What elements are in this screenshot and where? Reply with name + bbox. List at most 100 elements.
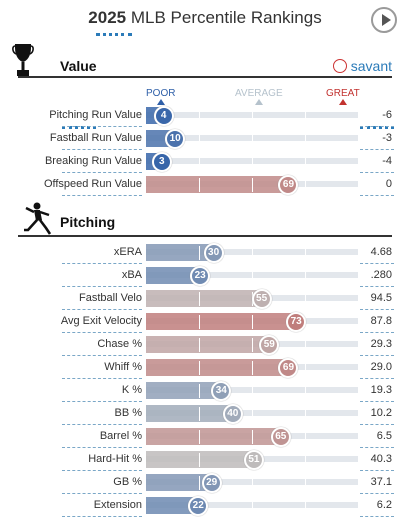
pitching-metric-row-label: BB % bbox=[114, 407, 142, 419]
row-divider bbox=[62, 172, 142, 173]
scale-tick bbox=[199, 361, 200, 375]
row-divider bbox=[62, 195, 142, 196]
scale-tick bbox=[252, 246, 253, 260]
scale-poor-marker bbox=[156, 99, 165, 105]
pitching-metric-row[interactable]: BB % 40 10.2 bbox=[0, 403, 410, 425]
scale-tick bbox=[252, 315, 253, 329]
scale-tick bbox=[305, 178, 306, 192]
row-divider bbox=[62, 332, 142, 333]
pitching-metric-row-value: 4.68 bbox=[370, 246, 392, 258]
scale-average-label: AVERAGE bbox=[235, 88, 283, 99]
row-divider bbox=[62, 401, 142, 402]
pitching-metric-row[interactable]: Extension 22 6.2 bbox=[0, 495, 410, 517]
scale-tick bbox=[199, 132, 200, 146]
pitching-metric-row[interactable]: xBA 23 .280 bbox=[0, 265, 410, 287]
value-metric-row[interactable]: Breaking Run Value 3 -4 bbox=[0, 151, 410, 173]
scale-tick bbox=[199, 246, 200, 260]
value-divider bbox=[360, 378, 394, 379]
pitching-metric-row-label: Fastball Velo bbox=[79, 292, 142, 304]
scale-tick bbox=[305, 246, 306, 260]
pitching-metric-row-label: GB % bbox=[113, 476, 142, 488]
percentile-knob: 3 bbox=[151, 152, 172, 172]
scale-poor: POOR bbox=[146, 88, 175, 105]
pitching-metric-row-value: 37.1 bbox=[370, 476, 392, 488]
scale-tick bbox=[305, 338, 306, 352]
percentile-bar bbox=[146, 176, 289, 193]
pitching-metric-row-value: 29.0 bbox=[370, 361, 392, 373]
value-section-rule bbox=[18, 76, 392, 78]
scale-tick bbox=[305, 384, 306, 398]
pitching-metric-row[interactable]: GB % 29 37.1 bbox=[0, 472, 410, 494]
scale-great-marker bbox=[338, 99, 347, 105]
value-divider bbox=[360, 286, 394, 287]
percentile-knob: 4 bbox=[153, 106, 174, 126]
scale-tick bbox=[252, 361, 253, 375]
value-divider bbox=[360, 126, 394, 127]
percentile-knob: 59 bbox=[259, 335, 280, 355]
value-metric-row[interactable]: Fastball Run Value 10 -3 bbox=[0, 128, 410, 150]
pitching-metric-row[interactable]: Whiff % 69 29.0 bbox=[0, 357, 410, 379]
pitching-metric-row-label: Extension bbox=[93, 499, 142, 511]
row-divider bbox=[62, 378, 142, 379]
row-divider bbox=[62, 355, 142, 356]
value-divider bbox=[360, 470, 394, 471]
row-divider bbox=[62, 424, 142, 425]
row-divider bbox=[62, 126, 142, 127]
row-divider bbox=[62, 286, 142, 287]
pitching-metric-row[interactable]: Barrel % 65 6.5 bbox=[0, 426, 410, 448]
scale-tick bbox=[305, 155, 306, 169]
value-metric-row[interactable]: Offspeed Run Value 69 0 bbox=[0, 174, 410, 196]
scale-tick bbox=[199, 407, 200, 421]
percentile-bar bbox=[146, 313, 297, 330]
pitching-metric-row[interactable]: xERA 30 4.68 bbox=[0, 242, 410, 264]
percentile-knob: 34 bbox=[211, 381, 232, 401]
pitching-metric-row-label: xBA bbox=[121, 269, 142, 281]
scale-tick bbox=[252, 178, 253, 192]
pitching-metric-row-value: 6.5 bbox=[376, 430, 392, 442]
percentile-bar bbox=[146, 428, 281, 445]
pitching-section-title: Pitching bbox=[60, 214, 116, 230]
play-button[interactable] bbox=[371, 7, 397, 33]
value-metric-row[interactable]: Pitching Run Value 4 -6 bbox=[0, 105, 410, 127]
row-divider bbox=[62, 516, 142, 517]
savant-logo[interactable]: savant bbox=[332, 58, 392, 74]
page-title: 2025 MLB Percentile Rankings bbox=[0, 8, 410, 28]
value-section-title: Value bbox=[60, 58, 97, 74]
percentile-knob: 65 bbox=[270, 427, 291, 447]
pitching-section-rule bbox=[18, 235, 392, 237]
percentile-bar bbox=[146, 290, 262, 307]
row-divider bbox=[62, 470, 142, 471]
scale-tick bbox=[305, 430, 306, 444]
scale-tick bbox=[252, 499, 253, 513]
pitching-metric-row[interactable]: Fastball Velo 55 94.5 bbox=[0, 288, 410, 310]
title-text: MLB Percentile Rankings bbox=[130, 8, 322, 27]
value-divider bbox=[360, 172, 394, 173]
pitching-metric-row[interactable]: K % 34 19.3 bbox=[0, 380, 410, 402]
value-metric-row-value: -4 bbox=[382, 155, 392, 167]
scale-tick bbox=[199, 476, 200, 490]
pitching-metric-row[interactable]: Chase % 59 29.3 bbox=[0, 334, 410, 356]
pitching-metric-row-label: Avg Exit Velocity bbox=[60, 315, 142, 327]
value-divider bbox=[360, 424, 394, 425]
pitching-metric-row[interactable]: Hard-Hit % 51 40.3 bbox=[0, 449, 410, 471]
value-metric-row-value: -6 bbox=[382, 109, 392, 121]
scale-tick bbox=[252, 155, 253, 169]
title-year: 2025 bbox=[88, 8, 127, 27]
scale-tick bbox=[305, 453, 306, 467]
percentile-knob: 40 bbox=[222, 404, 243, 424]
right-dash-marker bbox=[360, 126, 394, 129]
scale-tick bbox=[252, 384, 253, 398]
scale-tick bbox=[305, 109, 306, 123]
pitching-metric-row-value: .280 bbox=[370, 269, 392, 281]
pitching-metric-row[interactable]: Avg Exit Velocity 73 87.8 bbox=[0, 311, 410, 333]
scale-average-marker bbox=[254, 99, 263, 105]
percentile-knob: 22 bbox=[188, 496, 209, 516]
value-divider bbox=[360, 309, 394, 310]
pitching-metric-row-value: 40.3 bbox=[370, 453, 392, 465]
row-divider bbox=[62, 493, 142, 494]
value-section-header: Value savant bbox=[18, 56, 392, 76]
scale-poor-label: POOR bbox=[146, 88, 176, 99]
baseball-icon bbox=[332, 59, 347, 73]
scale-tick bbox=[252, 269, 253, 283]
percentile-bar bbox=[146, 497, 199, 514]
